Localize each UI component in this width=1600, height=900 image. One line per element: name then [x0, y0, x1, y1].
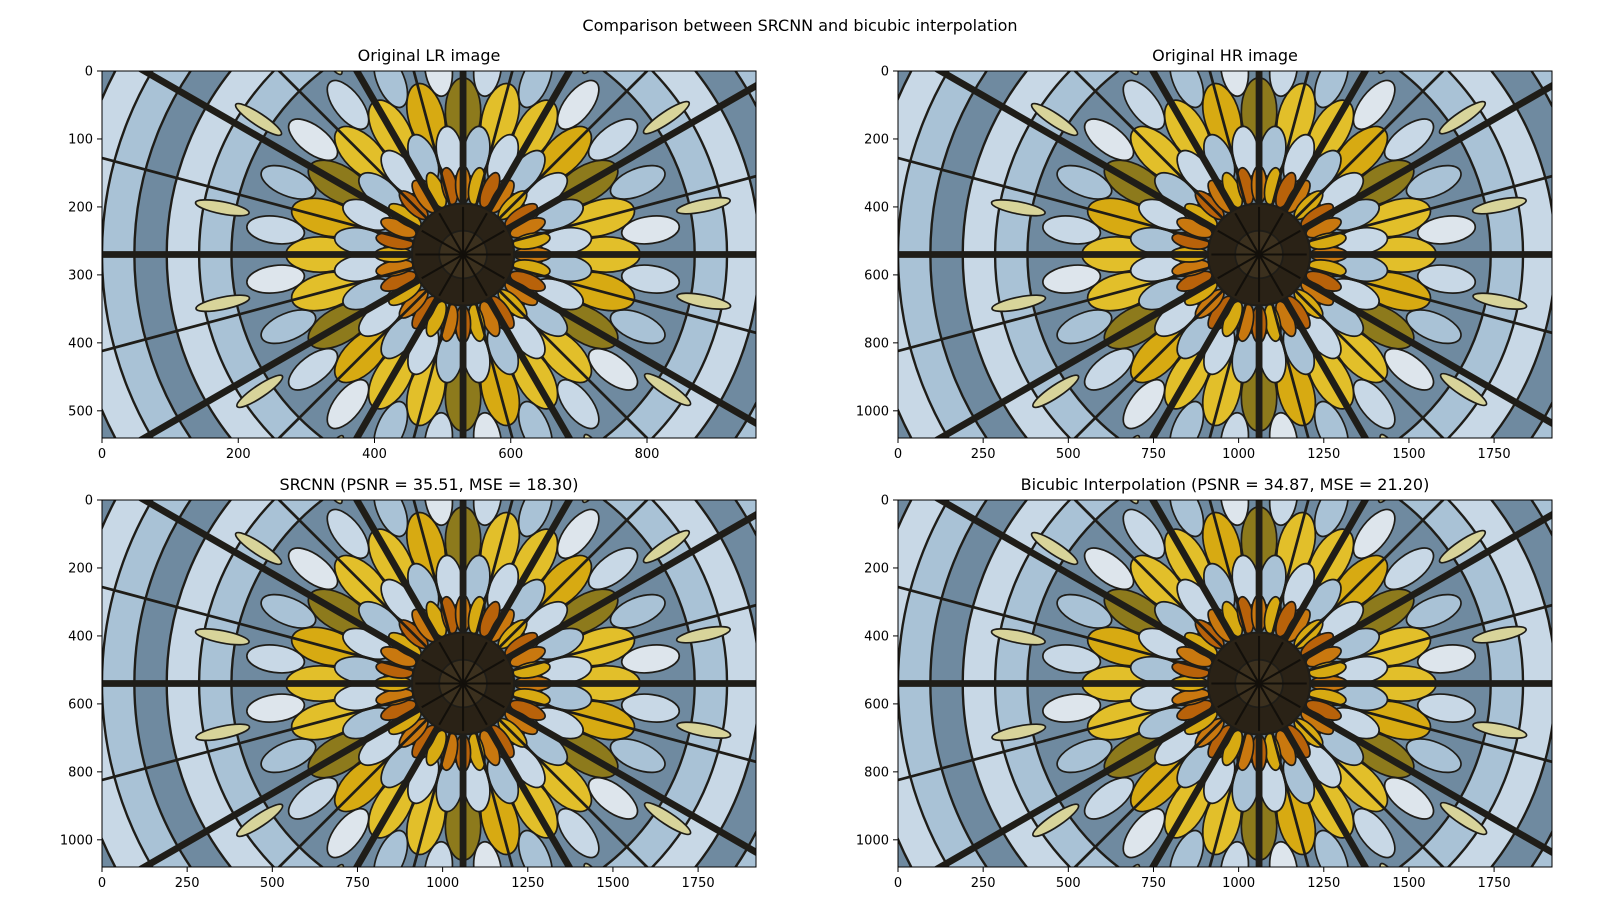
x-tick-label: 1500 — [1392, 876, 1425, 891]
y-tick-label: 200 — [864, 132, 889, 147]
x-tick-label: 1500 — [1392, 447, 1425, 462]
y-tick-label: 200 — [864, 561, 889, 576]
panel-4: Bicubic Interpolation (PSNR = 34.87, MSE… — [856, 475, 1553, 891]
panel-2: Original HR image 0 250 500 750 1000 1250 1500 1… — [856, 46, 1553, 462]
x-tick-label: 1250 — [1307, 876, 1340, 891]
y-tick-label: 800 — [864, 765, 889, 780]
x-tick-label: 1000 — [426, 876, 459, 891]
panel-title: Original HR image — [1152, 46, 1298, 65]
x-tick-label: 200 — [226, 447, 251, 462]
x-tick-label: 1250 — [1307, 447, 1340, 462]
y-tick-label: 100 — [68, 132, 93, 147]
y-tick-label: 800 — [68, 765, 93, 780]
x-tick-label: 1250 — [511, 876, 544, 891]
x-tick-label: 1000 — [1222, 876, 1255, 891]
y-tick-label: 1000 — [60, 833, 93, 848]
axes-frame — [101, 70, 757, 439]
x-tick-label: 250 — [971, 447, 996, 462]
y-tick-label: 1000 — [856, 404, 889, 419]
x-tick-label: 0 — [894, 447, 902, 462]
panel-title: Bicubic Interpolation (PSNR = 34.87, MSE… — [1021, 475, 1430, 494]
x-tick-label: 0 — [894, 876, 902, 891]
y-tick-label: 0 — [85, 65, 93, 80]
x-tick-label: 400 — [362, 447, 387, 462]
y-tick-label: 0 — [881, 494, 889, 509]
panel-title: SRCNN (PSNR = 35.51, MSE = 18.30) — [279, 475, 578, 494]
x-tick-label: 750 — [1141, 447, 1166, 462]
y-tick-label: 0 — [85, 494, 93, 509]
x-tick-label: 1750 — [1478, 447, 1511, 462]
axes-frame — [101, 499, 757, 868]
panel-1: Original LR image 0 200 400 600 800 0 100 200 300… — [68, 46, 757, 462]
y-tick-label: 1000 — [856, 833, 889, 848]
y-tick-label: 0 — [881, 65, 889, 80]
y-tick-label: 400 — [864, 629, 889, 644]
x-tick-label: 500 — [1056, 876, 1081, 891]
y-tick-label: 600 — [68, 697, 93, 712]
axes-frame — [897, 499, 1553, 868]
x-tick-label: 800 — [635, 447, 660, 462]
figure-title: Comparison between SRCNN and bicubic int… — [582, 16, 1017, 35]
axes-frame — [897, 70, 1553, 439]
x-tick-label: 500 — [260, 876, 285, 891]
x-tick-label: 250 — [971, 876, 996, 891]
x-tick-label: 600 — [498, 447, 523, 462]
y-tick-label: 600 — [864, 268, 889, 283]
y-tick-label: 800 — [864, 336, 889, 351]
x-tick-label: 0 — [98, 876, 106, 891]
y-tick-label: 200 — [68, 561, 93, 576]
x-tick-label: 500 — [1056, 447, 1081, 462]
x-tick-label: 1750 — [1478, 876, 1511, 891]
x-tick-label: 1000 — [1222, 447, 1255, 462]
x-tick-label: 250 — [175, 876, 200, 891]
y-tick-label: 500 — [68, 404, 93, 419]
y-tick-label: 200 — [68, 200, 93, 215]
y-tick-label: 400 — [68, 336, 93, 351]
x-tick-label: 1750 — [682, 876, 715, 891]
panel-title: Original LR image — [358, 46, 501, 65]
x-tick-label: 0 — [98, 447, 106, 462]
x-tick-label: 750 — [1141, 876, 1166, 891]
x-tick-label: 1500 — [596, 876, 629, 891]
y-tick-label: 300 — [68, 268, 93, 283]
x-tick-label: 750 — [345, 876, 370, 891]
y-tick-label: 400 — [864, 200, 889, 215]
y-tick-label: 400 — [68, 629, 93, 644]
y-tick-label: 600 — [864, 697, 889, 712]
panel-3: SRCNN (PSNR = 35.51, MSE = 18.30) 0 250 500… — [60, 475, 757, 891]
